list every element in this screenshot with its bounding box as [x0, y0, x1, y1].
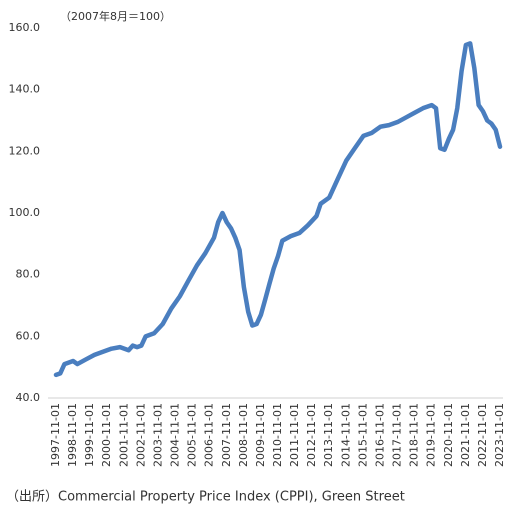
x-tick-label: 1999-11-01 — [83, 403, 96, 467]
x-tick-label: 2006-11-01 — [203, 403, 216, 467]
x-tick-label: 2005-11-01 — [186, 403, 199, 467]
source-note: （出所）Commercial Property Price Index (CPP… — [6, 490, 405, 505]
y-tick-label: 60.0 — [16, 329, 41, 342]
x-tick-label: 2011-11-01 — [288, 403, 301, 467]
x-tick-label: 1997-11-01 — [49, 403, 62, 467]
y-tick-label: 100.0 — [9, 206, 41, 219]
y-tick-label: 40.0 — [16, 391, 41, 404]
x-tick-label: 2021-11-01 — [459, 403, 472, 467]
x-tick-label: 2015-11-01 — [356, 403, 369, 467]
x-tick-label: 2019-11-01 — [425, 403, 438, 467]
x-tick-label: 2003-11-01 — [151, 403, 164, 467]
x-tick-label: 2010-11-01 — [271, 403, 284, 467]
x-tick-label: 2000-11-01 — [100, 403, 113, 467]
x-tick-label: 2002-11-01 — [134, 403, 147, 467]
x-tick-label: 2022-11-01 — [476, 403, 489, 467]
x-tick-label: 2009-11-01 — [254, 403, 267, 467]
x-tick-label: 2004-11-01 — [169, 403, 182, 467]
x-tick-label: 2008-11-01 — [237, 403, 250, 467]
x-tick-label: 2001-11-01 — [117, 403, 130, 467]
annotation: （2007年8月＝100） — [60, 9, 171, 23]
y-tick-label: 120.0 — [9, 144, 41, 157]
x-tick-label: 1998-11-01 — [66, 403, 79, 467]
x-tick-label: 2007-11-01 — [220, 403, 233, 467]
x-tick-label: 2023-11-01 — [493, 403, 506, 467]
data-line — [53, 41, 503, 378]
x-tick-label: 2017-11-01 — [391, 403, 404, 467]
x-tick-label: 2012-11-01 — [305, 403, 318, 467]
y-tick-label: 80.0 — [16, 268, 41, 281]
x-tick-label: 2018-11-01 — [408, 403, 421, 467]
x-tick-label: 2020-11-01 — [442, 403, 455, 467]
y-tick-label: 160.0 — [9, 21, 41, 34]
x-tick-label: 2016-11-01 — [373, 403, 386, 467]
x-tick-label: 2014-11-01 — [339, 403, 352, 467]
y-tick-label: 140.0 — [9, 83, 41, 96]
x-tick-label: 2013-11-01 — [322, 403, 335, 467]
